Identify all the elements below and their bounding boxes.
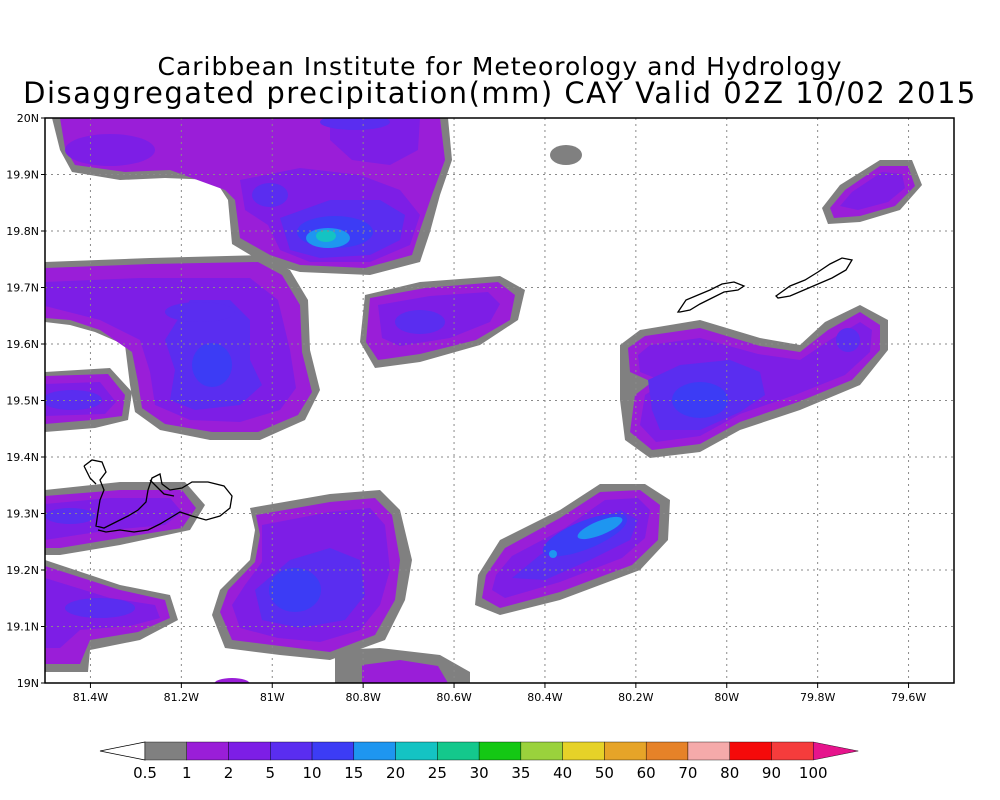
colorbar-low-arrow: [99, 741, 146, 761]
colorbar-swatch: [144, 741, 187, 761]
precip-blob: [395, 310, 445, 334]
colorbar: 0.5 1 2 5 10 15 20 25 30 35 40 50 60 70 80 90 100: [99, 741, 859, 782]
precip-blob: [45, 508, 95, 524]
colorbar-label: 100: [799, 764, 828, 782]
colorbar-swatch: [353, 741, 396, 761]
colorbar-swatch: [395, 741, 438, 761]
lat-tick-label: 19.3N: [6, 508, 39, 521]
colorbar-label: 40: [553, 764, 572, 782]
precip-blob: [192, 343, 232, 387]
coastlines: [83, 257, 854, 533]
precip-blob: [840, 172, 905, 210]
precip-blob: [362, 660, 448, 683]
colorbar-swatch: [228, 741, 271, 761]
colorbar-label: 80: [720, 764, 739, 782]
colorbar-swatch: [771, 741, 814, 761]
longitude-labels: 81.4W 81.2W 81W 80.8W 80.6W 80.4W 80.2W 80W 79.8…: [73, 691, 927, 704]
lon-tick-label: 79.8W: [800, 691, 835, 704]
cayman-brac-coast: [774, 257, 854, 299]
map-subtitle: Disaggregated precipitation(mm) CAY Vali…: [23, 76, 977, 110]
colorbar-label: 25: [428, 764, 447, 782]
little-cayman-coast: [676, 281, 746, 313]
latitude-labels: 20N 19.9N 19.8N 19.7N 19.6N 19.5N 19.4N 19.3N 19…: [6, 112, 39, 690]
lon-tick-label: 80W: [714, 691, 739, 704]
colorbar-swatch: [311, 741, 355, 761]
colorbar-swatch: [645, 741, 689, 761]
colorbar-label: 5: [266, 764, 276, 782]
lat-tick-label: 19.4N: [6, 451, 39, 464]
lat-tick-label: 19N: [17, 677, 39, 690]
precip-blob: [252, 183, 288, 207]
precipitation-field: [45, 118, 954, 683]
grand-cayman-coast: [83, 465, 97, 485]
lon-tick-label: 80.2W: [618, 691, 653, 704]
precip-blob: [577, 516, 623, 540]
colorbar-label: 10: [303, 764, 322, 782]
lat-tick-label: 19.9N: [6, 169, 39, 182]
colorbar-label: 35: [511, 764, 530, 782]
colorbar-label: 20: [386, 764, 405, 782]
colorbar-swatch: [562, 741, 605, 761]
colorbar-high-arrow: [813, 741, 859, 761]
precip-blob: [836, 328, 860, 352]
lat-tick-label: 19.6N: [6, 338, 39, 351]
lat-tick-label: 20N: [17, 112, 39, 125]
colorbar-label: 15: [344, 764, 363, 782]
grand-cayman-coast: [149, 479, 175, 497]
colorbar-swatch: [437, 741, 480, 761]
colorbar-label: 90: [762, 764, 781, 782]
colorbar-swatch: [520, 741, 563, 761]
precip-blob: [320, 118, 390, 130]
colorbar-swatch: [270, 741, 313, 761]
precip-blob: [316, 230, 336, 242]
colorbar-swatch: [729, 741, 772, 761]
colorbar-label: 0.5: [133, 764, 157, 782]
colorbar-label: 1: [182, 764, 192, 782]
lon-tick-label: 80.4W: [527, 691, 562, 704]
lon-tick-label: 80.8W: [345, 691, 380, 704]
lat-tick-label: 19.2N: [6, 564, 39, 577]
lon-tick-label: 81.2W: [164, 691, 199, 704]
precip-blob: [165, 302, 235, 322]
lat-tick-label: 19.5N: [6, 395, 39, 408]
colorbar-swatch: [186, 741, 229, 761]
lon-tick-label: 81W: [260, 691, 285, 704]
colorbar-swatch: [478, 741, 522, 761]
colorbar-swatch: [604, 741, 647, 761]
precip-20mm-layer: [316, 230, 336, 242]
precip-blob: [45, 498, 182, 540]
precip-blob: [550, 145, 582, 165]
colorbar-label: 70: [678, 764, 697, 782]
colorbar-label: 50: [595, 764, 614, 782]
map-title: Caribbean Institute for Meteorology and …: [157, 52, 843, 81]
lat-tick-label: 19.7N: [6, 282, 39, 295]
colorbar-label: 60: [637, 764, 656, 782]
map-grid: [45, 118, 954, 683]
precip-blob: [65, 598, 135, 618]
lon-tick-label: 80.6W: [436, 691, 471, 704]
grand-cayman-coast: [83, 459, 233, 533]
precip-blob: [549, 550, 557, 558]
lat-tick-label: 19.1N: [6, 621, 39, 634]
precip-blob: [269, 568, 321, 612]
colorbar-label: 2: [224, 764, 234, 782]
precip-blob: [214, 678, 250, 683]
colorbar-label: 30: [470, 764, 489, 782]
axis-ticks: [41, 117, 910, 688]
lat-tick-label: 19.8N: [6, 225, 39, 238]
precip-blob: [65, 134, 155, 166]
lon-tick-label: 81.4W: [73, 691, 108, 704]
lon-tick-label: 79.6W: [891, 691, 926, 704]
colorbar-swatch: [687, 741, 730, 761]
precip-blob: [45, 390, 102, 410]
